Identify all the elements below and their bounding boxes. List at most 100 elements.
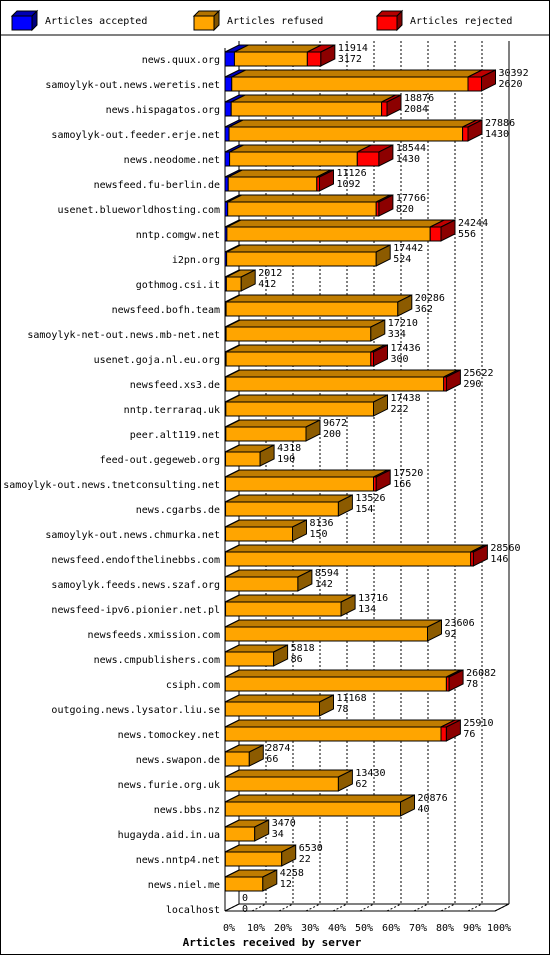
bar-refused xyxy=(224,726,442,742)
bar-side xyxy=(340,594,356,617)
value-label-accepted: 820 xyxy=(396,204,414,215)
value-label-accepted: 1430 xyxy=(485,129,509,140)
bar-refused xyxy=(225,376,445,392)
bar-refused xyxy=(224,701,321,717)
bar-top-refused xyxy=(226,244,391,253)
value-label-total: 11914 xyxy=(338,43,368,54)
bar-rejected xyxy=(356,151,380,167)
bar-top-refused xyxy=(228,169,332,178)
server-label: news.cgarbs.de xyxy=(136,505,220,516)
value-label-total: 4258 xyxy=(280,868,304,879)
value-label-accepted: 86 xyxy=(291,654,303,665)
bar-top-refused xyxy=(234,44,322,53)
bar-side xyxy=(370,319,386,342)
bar-top-refused xyxy=(225,344,386,353)
bar-refused xyxy=(225,576,299,592)
bar-top-refused xyxy=(230,94,396,103)
value-label-accepted: 222 xyxy=(391,404,409,415)
bar-side xyxy=(292,519,307,542)
value-label-accepted: 1430 xyxy=(396,154,420,165)
value-label-accepted: 200 xyxy=(323,429,341,440)
legend-swatch-rejected xyxy=(376,15,398,31)
x-tick-label: 30% xyxy=(301,923,319,934)
bar-side xyxy=(248,744,264,767)
value-label-total: 26082 xyxy=(466,668,496,679)
server-label: peer.alt119.net xyxy=(130,430,220,441)
value-label-total: 11168 xyxy=(337,693,367,704)
bar-side xyxy=(440,219,456,242)
bar-top-refused xyxy=(228,119,477,128)
bar-refused xyxy=(224,876,264,892)
bar-refused xyxy=(225,551,472,567)
x-tick-label: 50% xyxy=(355,923,373,934)
bar-top-refused xyxy=(225,319,386,328)
bar-top-refused xyxy=(225,719,456,728)
value-label-total: 25622 xyxy=(463,368,493,379)
bar-side xyxy=(472,544,488,567)
value-label-accepted: 3172 xyxy=(338,54,362,65)
value-label-total: 13716 xyxy=(358,593,388,604)
bar-refused xyxy=(227,176,318,192)
server-label: newsfeed-ipv6.pionier.net.pl xyxy=(51,605,220,616)
bar-side xyxy=(281,844,297,867)
x-tick-label: 40% xyxy=(328,923,346,934)
bar-rejected xyxy=(462,126,469,142)
value-label-total: 17442 xyxy=(393,243,423,254)
bar-side xyxy=(400,794,415,817)
bar-side xyxy=(337,494,353,517)
bar-refused xyxy=(224,801,401,817)
bar-refused xyxy=(228,126,464,142)
server-label: news.nntp4.net xyxy=(136,855,220,866)
server-label: newsfeeds.xmission.com xyxy=(88,630,220,641)
bar-top-refused xyxy=(225,694,334,703)
legend-label-accepted: Articles accepted xyxy=(45,16,147,27)
x-tick-label: 100% xyxy=(487,923,511,934)
bar-top-refused xyxy=(227,194,391,203)
x-floor-tick xyxy=(413,903,429,912)
value-label-accepted: 34 xyxy=(272,829,284,840)
x-floor-tick xyxy=(224,903,240,912)
x-tick-label: 80% xyxy=(436,923,454,934)
bar-top-refused xyxy=(225,594,356,603)
bar-side xyxy=(375,244,391,267)
server-label: samoylyk-out.news.chmurka.net xyxy=(45,530,220,541)
value-label-accepted: 2084 xyxy=(404,104,428,115)
bar-refused xyxy=(224,751,250,767)
bar-side xyxy=(448,669,464,692)
bar-accepted xyxy=(224,51,235,67)
value-label-total: 2874 xyxy=(266,743,290,754)
bar-side xyxy=(262,869,278,892)
value-label-accepted: 556 xyxy=(458,229,476,240)
value-label-accepted: 142 xyxy=(315,579,333,590)
bar-side xyxy=(375,469,391,492)
server-label: news.niel.me xyxy=(148,880,220,891)
server-label: news.hispagatos.org xyxy=(106,105,220,116)
bar-refused xyxy=(224,826,256,842)
bar-row: localhost 00 xyxy=(166,893,248,916)
value-label-accepted: 40 xyxy=(418,804,430,815)
value-label-total: 17438 xyxy=(391,393,421,404)
bar-refused xyxy=(225,351,372,367)
value-label-accepted: 300 xyxy=(391,354,409,365)
server-label: i2pn.org xyxy=(172,255,220,266)
value-label-accepted: 166 xyxy=(393,479,411,490)
bar-top-refused xyxy=(225,769,353,778)
bar-refused xyxy=(225,426,307,442)
bar-top-refused xyxy=(226,219,445,228)
value-label-total: 4318 xyxy=(277,443,301,454)
value-label-total: 13430 xyxy=(355,768,385,779)
server-label: news.tomockey.net xyxy=(118,730,220,741)
bar-side xyxy=(319,169,334,192)
value-label-total: 8594 xyxy=(315,568,339,579)
